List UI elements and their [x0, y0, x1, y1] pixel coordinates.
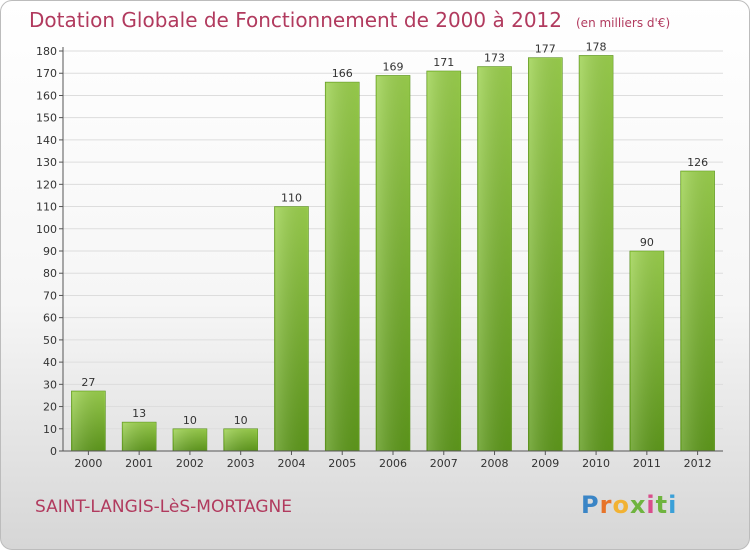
- x-tick-label: 2001: [125, 457, 153, 470]
- y-tick-label: 180: [36, 45, 57, 58]
- bar-value-label: 27: [81, 376, 95, 389]
- x-tick-label: 2012: [684, 457, 712, 470]
- y-tick-label: 100: [36, 223, 57, 236]
- y-tick-label: 60: [43, 312, 57, 325]
- y-tick-label: 50: [43, 334, 57, 347]
- logo-letter: P: [581, 491, 600, 519]
- logo-letter: i: [646, 491, 656, 519]
- bar-value-label: 173: [484, 52, 505, 65]
- y-tick-label: 120: [36, 178, 57, 191]
- x-tick-label: 2009: [531, 457, 559, 470]
- logo-letter: r: [599, 491, 613, 519]
- y-tick-label: 170: [36, 67, 57, 80]
- logo-letter: o: [612, 491, 630, 519]
- x-tick-label: 2008: [481, 457, 509, 470]
- bar-highlight: [123, 423, 156, 451]
- logo-letter: x: [629, 491, 647, 519]
- y-tick-label: 150: [36, 112, 57, 125]
- logo-letter: i: [668, 491, 678, 519]
- logo-letter: t: [655, 491, 669, 519]
- y-tick-label: 130: [36, 156, 57, 169]
- x-tick-label: 2006: [379, 457, 407, 470]
- x-tick-label: 2004: [277, 457, 305, 470]
- y-tick-label: 40: [43, 356, 57, 369]
- commune-name: SAINT-LANGIS-LèS-MORTAGNE: [35, 497, 292, 517]
- bar-value-label: 10: [183, 414, 197, 427]
- x-tick-label: 2003: [227, 457, 255, 470]
- y-tick-label: 20: [43, 401, 57, 414]
- bar-highlight: [580, 56, 613, 451]
- bar-highlight: [681, 172, 714, 451]
- bar-highlight: [427, 72, 460, 451]
- bars: 27 13 10 10 110 166 169 171 173 177 178 90 126: [71, 40, 715, 452]
- proxiti-logo: Proxiti: [581, 491, 677, 519]
- x-tick-label: 2002: [176, 457, 204, 470]
- bar-highlight: [326, 83, 359, 451]
- y-tick-label: 90: [43, 245, 57, 258]
- y-tick-label: 160: [36, 89, 57, 102]
- bar-value-label: 171: [433, 56, 454, 69]
- chart-unit-label: (en milliers d'€): [576, 16, 671, 30]
- x-tick-label: 2005: [328, 457, 356, 470]
- bar-value-label: 178: [586, 40, 607, 53]
- bar-value-label: 90: [640, 236, 654, 249]
- bar-value-label: 177: [535, 43, 556, 56]
- chart-title-text: Dotation Globale de Fonctionnement de 20…: [29, 8, 562, 32]
- x-axis-ticks: 2000 2001 2002 2003 2004 2005 2006 2007 2008 2009…: [74, 451, 712, 470]
- bar-highlight: [630, 252, 663, 451]
- y-axis-ticks: 0 10 20 30 40 50 60 70 80 90 100 110 120 130 140 150 160…: [36, 45, 63, 458]
- x-tick-label: 2000: [74, 457, 102, 470]
- chart-title: Dotation Globale de Fonctionnement de 20…: [29, 8, 670, 32]
- y-tick-label: 140: [36, 134, 57, 147]
- y-tick-label: 70: [43, 289, 57, 302]
- bar-value-label: 166: [332, 67, 353, 80]
- bar-highlight: [173, 429, 206, 451]
- bar-highlight: [529, 58, 562, 452]
- bar-highlight: [377, 76, 409, 451]
- y-tick-label: 30: [43, 378, 57, 391]
- y-tick-label: 110: [36, 201, 57, 214]
- y-tick-label: 80: [43, 267, 57, 280]
- bar-value-label: 110: [281, 192, 302, 205]
- bar-highlight: [224, 429, 257, 451]
- bar-highlight: [478, 67, 511, 452]
- bar-value-label: 126: [687, 156, 708, 169]
- x-tick-label: 2010: [582, 457, 610, 470]
- x-tick-label: 2011: [633, 457, 661, 470]
- bar-highlight: [72, 392, 105, 451]
- bar-highlight: [275, 207, 308, 451]
- y-tick-label: 10: [43, 423, 57, 436]
- bar-value-label: 13: [132, 407, 146, 420]
- x-tick-label: 2007: [430, 457, 458, 470]
- bar-value-label: 169: [383, 60, 404, 73]
- bar-value-label: 10: [234, 414, 248, 427]
- y-tick-label: 0: [50, 445, 57, 458]
